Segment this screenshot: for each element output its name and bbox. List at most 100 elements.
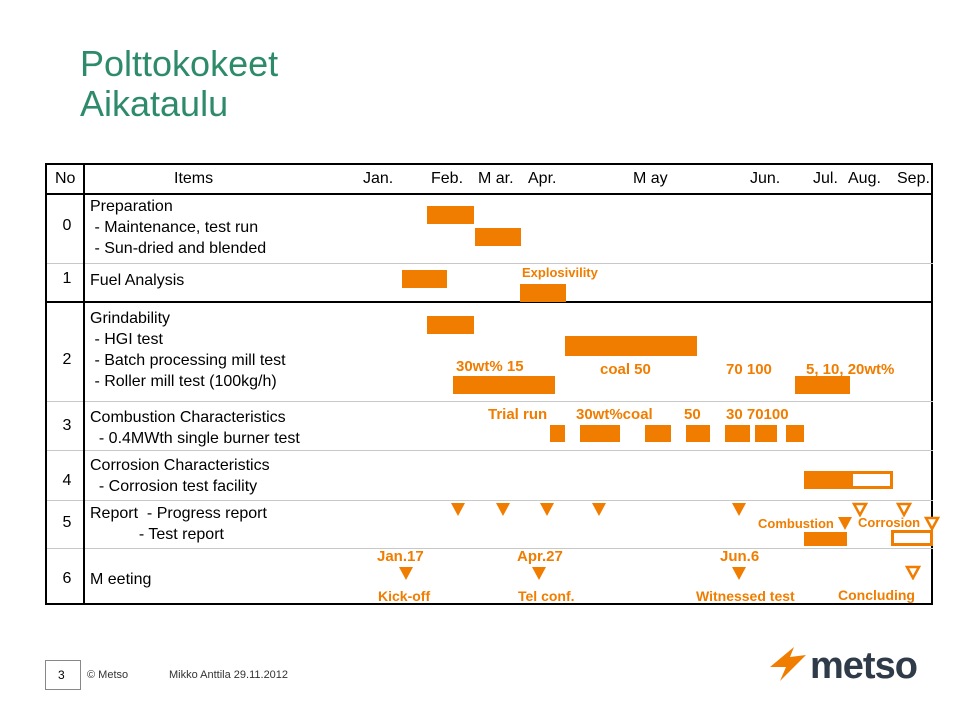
comb-trial-label: Trial run xyxy=(488,406,548,423)
meeting-concluding-label: Concluding xyxy=(838,587,915,603)
meeting-telconf-label: Tel conf. xyxy=(518,588,575,604)
report-milestone-icon xyxy=(592,503,606,516)
gantt-bar xyxy=(804,532,847,546)
item-line: Preparation xyxy=(90,198,173,215)
grind-coal50-label: coal 50 xyxy=(600,361,651,378)
item-line: Fuel Analysis xyxy=(90,272,185,289)
gantt-bar-outline xyxy=(850,471,893,489)
item-line: Grindability xyxy=(90,310,171,327)
footer-author: Mikko Anttila 29.11.2012 xyxy=(169,669,289,681)
item-line: Report - Progress report xyxy=(90,505,267,522)
meeting-milestone-icon xyxy=(732,567,746,580)
gantt-bar xyxy=(550,425,565,442)
comb-3070100-label: 30 70100 xyxy=(726,406,789,423)
meeting-jun6-label: Jun.6 xyxy=(720,548,760,565)
comb-50-label: 50 xyxy=(684,406,701,423)
meeting-milestone-icon xyxy=(532,567,546,580)
gantt-bar xyxy=(786,425,804,442)
report-milestone-icon xyxy=(540,503,554,516)
report-milestone-icon xyxy=(496,503,510,516)
gantt-bar xyxy=(565,336,697,356)
row-divider xyxy=(47,500,933,501)
report-corrosion-label: Corrosion xyxy=(858,515,921,530)
header-no: No xyxy=(55,170,76,187)
grind-30wt-label: 30wt% 15 xyxy=(456,358,524,375)
page-number-box xyxy=(45,660,81,690)
meeting-milestone-outline-icon xyxy=(905,565,921,580)
row-divider xyxy=(47,548,933,549)
page-title-line2: Aikataulu xyxy=(80,83,229,124)
gantt-bar xyxy=(402,270,447,288)
column-divider xyxy=(83,163,85,605)
meeting-kickoff-label: Kick-off xyxy=(378,588,431,604)
row-divider xyxy=(47,263,933,264)
header-month-jul: Jul. xyxy=(813,170,838,187)
explosivity-label: Explosivility xyxy=(522,265,598,280)
item-line: - Test report xyxy=(90,526,224,543)
gantt-bar xyxy=(804,471,850,489)
gantt-bar xyxy=(427,316,474,334)
gantt-bar xyxy=(520,284,566,302)
item-corrosion: Corrosion Characteristics - Corrosion te… xyxy=(90,455,270,497)
row-number: 4 xyxy=(62,472,72,489)
header-month-mar: M ar. xyxy=(478,170,514,187)
gantt-bar xyxy=(427,206,474,224)
item-grindability: Grindability - HGI test - Batch processi… xyxy=(90,308,286,392)
item-line: - Maintenance, test run xyxy=(90,219,259,236)
metso-logo-text: metso xyxy=(810,645,918,687)
item-line: M eeting xyxy=(90,571,152,588)
gantt-bar xyxy=(453,376,555,394)
meeting-jan17-label: Jan.17 xyxy=(377,548,424,565)
header-month-jan: Jan. xyxy=(363,170,394,187)
meeting-milestone-icon xyxy=(399,567,413,580)
header-month-jun: Jun. xyxy=(750,170,781,187)
grind-70100-label: 70 100 xyxy=(726,361,772,378)
metso-logo-icon xyxy=(770,647,806,681)
header-month-aug: Aug. xyxy=(848,170,881,187)
footer-copyright: © Metso xyxy=(87,669,129,681)
item-line: - Batch processing mill test xyxy=(90,352,286,369)
item-line: - Sun-dried and blended xyxy=(90,240,267,257)
comb-30wt-label: 30wt%coal xyxy=(576,406,653,423)
row-number: 1 xyxy=(62,270,72,287)
header-month-apr: Apr. xyxy=(528,170,557,187)
report-milestone-outline-icon xyxy=(852,502,868,517)
header-month-feb: Feb. xyxy=(431,170,464,187)
row-divider xyxy=(45,301,933,303)
gantt-bar xyxy=(755,425,777,442)
row-number: 0 xyxy=(62,217,72,234)
gantt-bar xyxy=(475,228,521,246)
item-preparation: Preparation - Maintenance, test run - Su… xyxy=(90,196,266,259)
gantt-bar xyxy=(795,376,850,394)
row-number: 6 xyxy=(62,570,72,587)
row-number: 2 xyxy=(62,351,72,368)
item-combustion: Combustion Characteristics - 0.4MWth sin… xyxy=(90,407,300,449)
row-number: 3 xyxy=(62,417,72,434)
row-number: 5 xyxy=(62,514,72,531)
item-line: Corrosion Characteristics xyxy=(90,457,270,474)
gantt-bar xyxy=(645,425,671,442)
item-meeting: M eeting xyxy=(90,569,151,590)
grind-blend-label: 5, 10, 20wt% xyxy=(806,361,895,378)
schedule-table xyxy=(45,163,933,605)
meeting-witnessed-label: Witnessed test xyxy=(696,588,795,604)
gantt-bar-outline xyxy=(891,530,933,546)
page-title-line1: Polttokokeet xyxy=(80,43,279,84)
report-combustion-label: Combustion xyxy=(758,516,834,531)
item-line: - HGI test xyxy=(90,331,163,348)
item-line: - Roller mill test (100kg/h) xyxy=(90,373,277,390)
report-milestone-icon xyxy=(451,503,465,516)
meeting-apr27-label: Apr.27 xyxy=(517,548,563,565)
header-month-may: M ay xyxy=(633,170,668,187)
item-fuel-analysis: Fuel Analysis xyxy=(90,270,184,291)
report-milestone-outline-icon xyxy=(924,516,940,531)
row-divider xyxy=(47,450,933,451)
report-milestone-outline-icon xyxy=(896,502,912,517)
item-line: - 0.4MWth single burner test xyxy=(90,430,300,447)
gantt-bar xyxy=(686,425,710,442)
page-number: 3 xyxy=(58,668,65,682)
gantt-bar xyxy=(725,425,750,442)
header-divider xyxy=(45,193,933,195)
item-report: Report - Progress report - Test report xyxy=(90,503,267,545)
item-line: - Corrosion test facility xyxy=(90,478,258,495)
